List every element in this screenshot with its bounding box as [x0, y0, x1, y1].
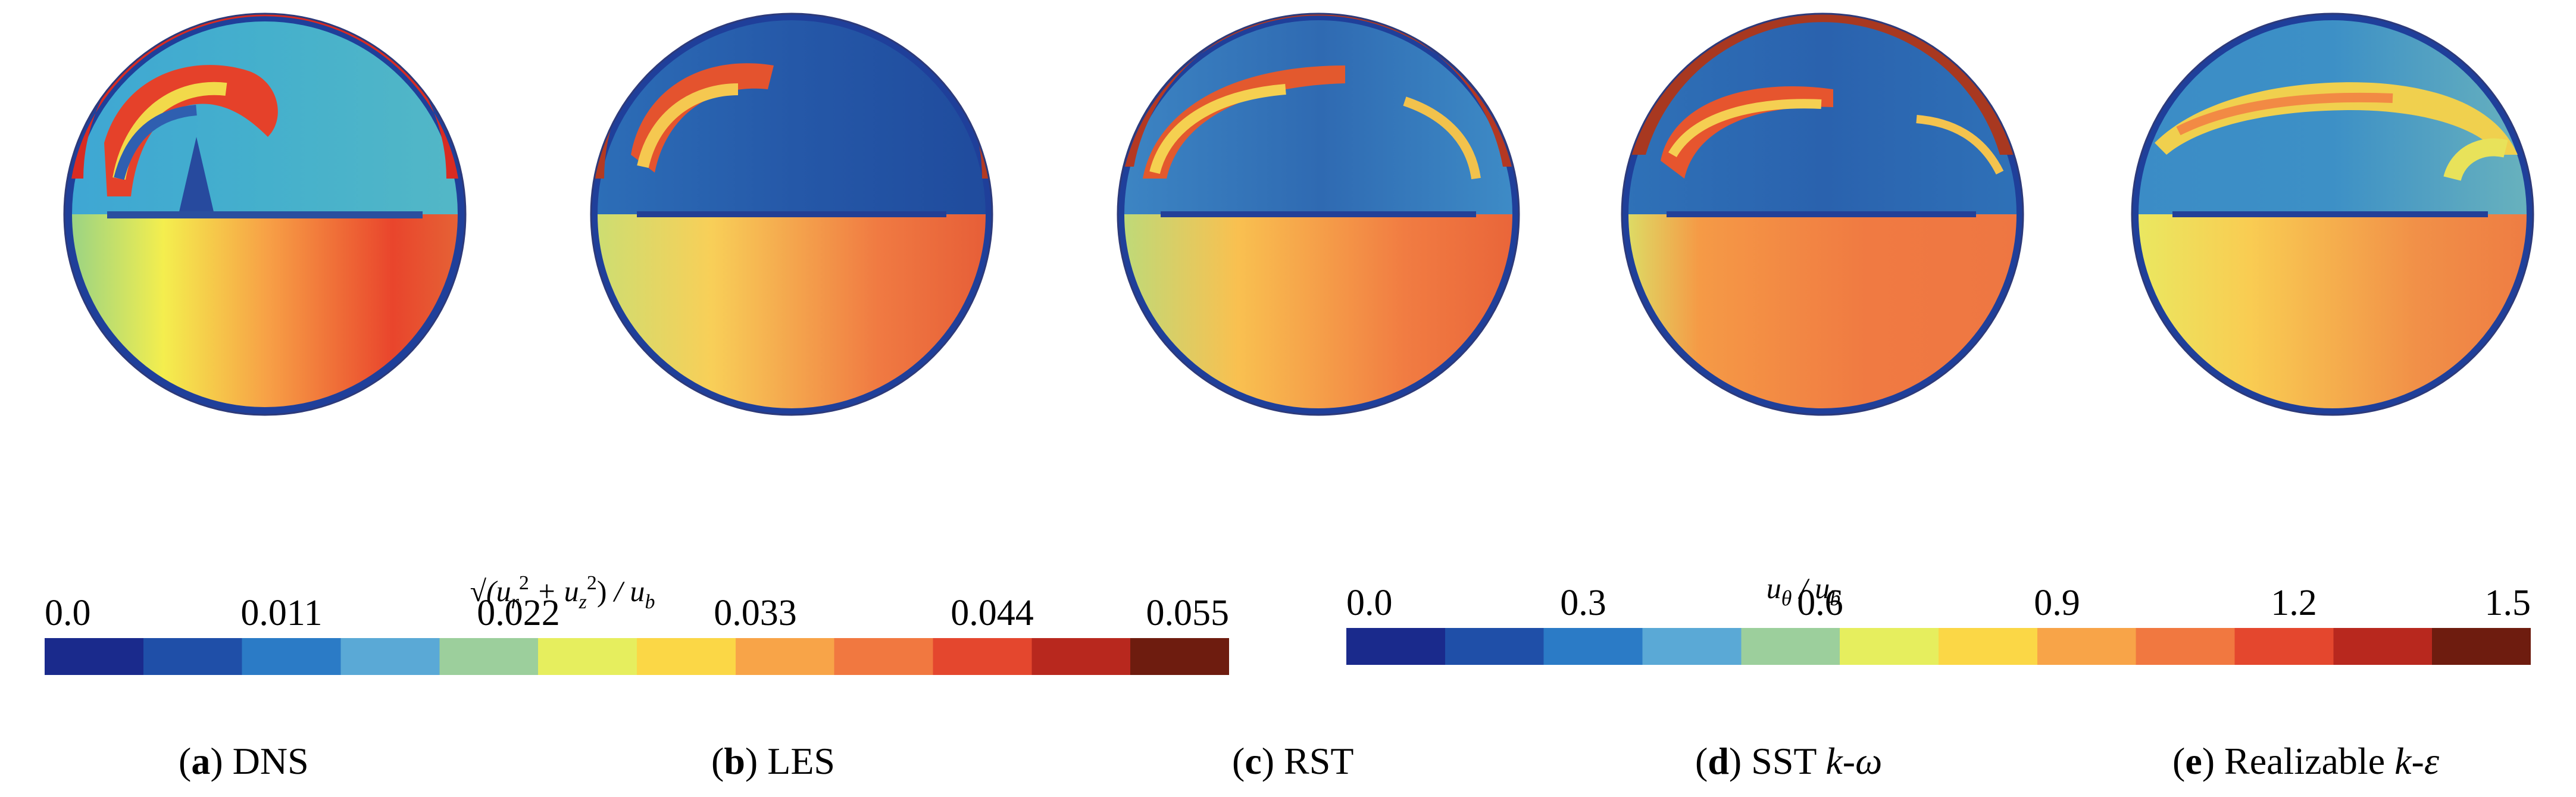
colorbar-secondary-ticks: 0.0 0.011 0.022 0.033 0.044 0.055	[45, 593, 1229, 633]
colorbar-secondary-tick: 0.0	[45, 593, 91, 633]
colorbar-secondary-tick: 0.033	[714, 593, 797, 633]
colorbar-azimuthal-tick: 0.0	[1346, 583, 1393, 623]
colorbar-secondary-title: √(ur2 + uz2) / ub	[470, 572, 655, 613]
colorbar-azimuthal-tick: 1.2	[2271, 583, 2317, 623]
colorbar-azimuthal-tick: 0.9	[2034, 583, 2080, 623]
colorbar-secondary-tick: 0.044	[951, 593, 1034, 633]
caption-dns: (a) DNS	[179, 740, 309, 782]
panel-sst-outline	[1621, 12, 2024, 416]
panel-realizable-outline	[2131, 12, 2534, 416]
colorbar-azimuthal-tick: 0.6	[1797, 583, 1843, 623]
colorbar-azimuthal-title: uθ / ub	[1767, 571, 1841, 610]
panel-rst-outline	[1117, 12, 1520, 416]
colorbar-secondary-tick: 0.022	[477, 593, 560, 633]
caption-realizable: (e) Realizable k-ε	[2172, 740, 2440, 782]
colorbar-azimuthal	[1346, 628, 2531, 665]
panel-dns-outline	[63, 12, 467, 416]
caption-sst: (d) SST k-ω	[1695, 740, 1882, 782]
panel-les-outline	[590, 12, 993, 416]
colorbar-azimuthal-tick: 1.5	[2485, 583, 2531, 623]
colorbar-azimuthal-tick: 0.3	[1560, 583, 1606, 623]
panel-realizable-contour	[2132, 14, 2533, 415]
colorbar-secondary	[45, 638, 1229, 675]
caption-rst: (c) RST	[1232, 740, 1353, 782]
colorbar-secondary-tick: 0.055	[1146, 593, 1230, 633]
panel-sst-contour	[1622, 14, 2023, 415]
colorbar-azimuthal-ticks: 0.0 0.3 0.6 0.9 1.2 1.5	[1346, 583, 2531, 623]
caption-les: (b) LES	[711, 740, 835, 782]
colorbar-secondary-tick: 0.011	[240, 593, 322, 633]
